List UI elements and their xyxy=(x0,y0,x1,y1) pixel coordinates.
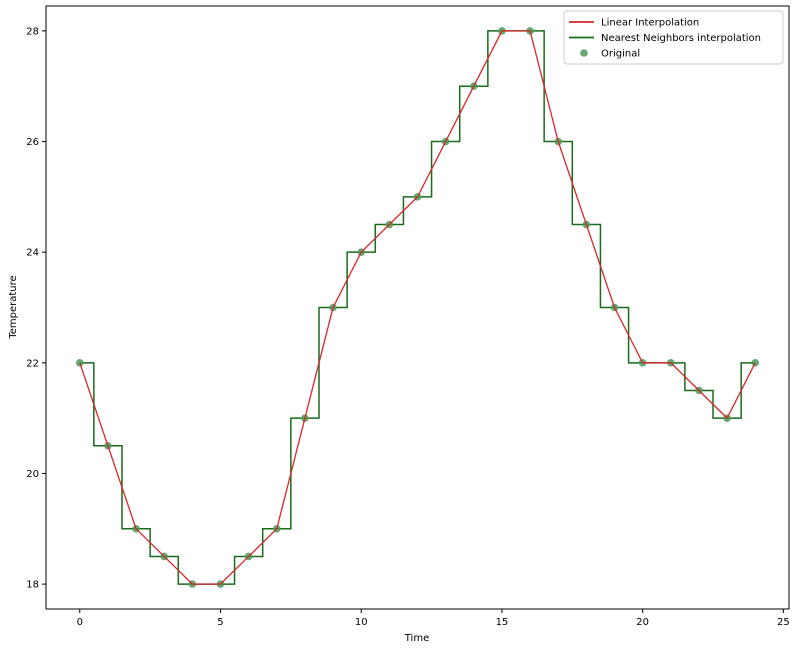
x-tick-label: 20 xyxy=(636,617,649,628)
series-layer xyxy=(75,27,760,588)
axis-ticks: 0 5 10 15 20 25 18 20 22 24 26 28 xyxy=(26,26,789,628)
x-tick-label: 15 xyxy=(496,617,509,628)
nearest-neighbors-line xyxy=(79,30,756,585)
legend-entry: Linear Interpolation xyxy=(601,18,699,29)
y-tick-label: 18 xyxy=(26,580,39,591)
y-tick-label: 20 xyxy=(26,469,39,480)
legend-marker-original xyxy=(580,49,588,57)
y-tick-label: 28 xyxy=(26,26,39,37)
linear-interpolation-line xyxy=(79,30,756,585)
legend-entry: Nearest Neighbors interpolation xyxy=(601,33,761,44)
legend-entry: Original xyxy=(601,49,640,60)
x-tick-label: 25 xyxy=(777,617,790,628)
y-tick-label: 22 xyxy=(26,358,39,369)
y-tick-label: 24 xyxy=(26,248,39,259)
plot-area xyxy=(45,5,790,610)
x-axis-label: Time xyxy=(404,633,429,644)
x-tick-label: 5 xyxy=(217,617,223,628)
original-point xyxy=(75,359,84,367)
x-tick-label: 0 xyxy=(77,617,83,628)
y-tick-label: 26 xyxy=(26,137,39,148)
legend-box xyxy=(563,10,784,65)
y-axis-label: Temperature xyxy=(8,275,19,339)
legend: Linear Interpolation Nearest Neighbors in… xyxy=(563,10,784,65)
x-tick-label: 10 xyxy=(355,617,368,628)
